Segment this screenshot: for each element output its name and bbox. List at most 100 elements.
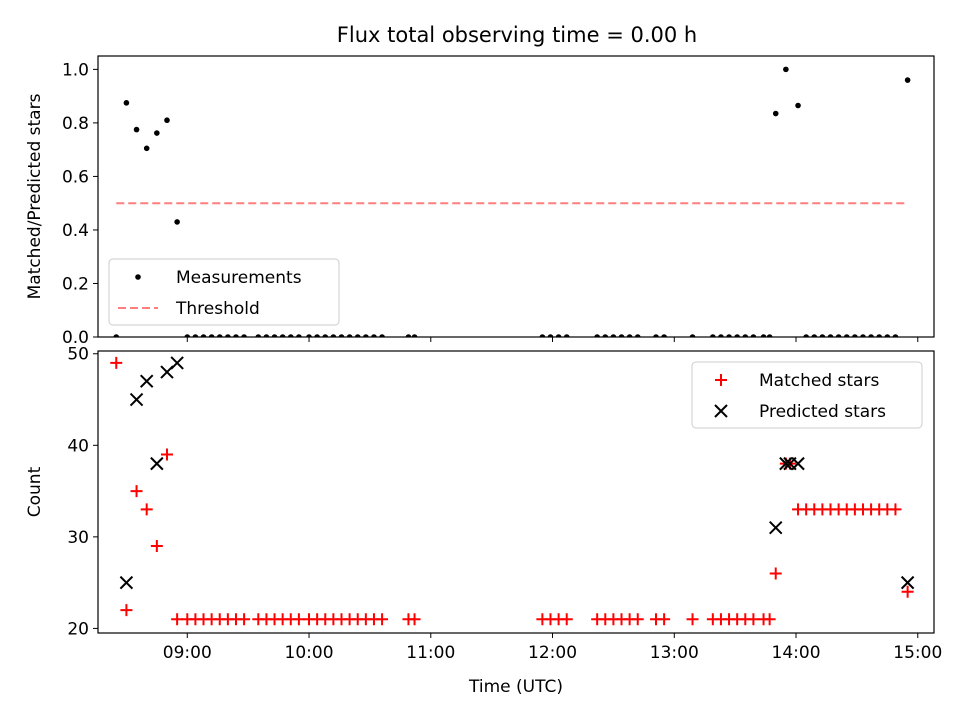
predicted-point (900, 575, 915, 590)
measurement-point (411, 334, 418, 337)
y-tick-label: 0.6 (62, 167, 89, 187)
predicted-point (779, 456, 793, 471)
measurement-point (200, 334, 207, 337)
matched-point (769, 567, 782, 580)
matched-point (120, 604, 133, 617)
measurement-point (346, 334, 353, 337)
measurement-point (904, 77, 911, 83)
matched-point (110, 356, 123, 369)
measurement-point (819, 334, 826, 337)
matched-point (763, 613, 776, 626)
measurement-point (710, 334, 716, 337)
x-tick-label: 12:00 (528, 643, 577, 663)
series-measurements (113, 66, 911, 337)
x-tick-label: 14:00 (772, 643, 821, 663)
legend-label: Threshold (175, 299, 260, 319)
y-axis-label: Count (25, 466, 45, 517)
measurement-point (653, 334, 659, 337)
measurement-point (718, 334, 724, 337)
measurement-point (164, 117, 170, 124)
matched-point (292, 613, 305, 626)
predicted-point (791, 456, 805, 471)
legend-label: Measurements (176, 268, 302, 288)
matched-point (889, 503, 902, 516)
legend-marker (714, 404, 728, 418)
legend-label: Predicted stars (759, 402, 886, 422)
measurement-point (225, 334, 231, 337)
measurement-point (760, 334, 767, 337)
matched-point (658, 613, 671, 626)
y-tick-label: 0.0 (62, 328, 89, 348)
measurement-point (306, 334, 312, 337)
matched-point (238, 613, 251, 626)
predicted-point (170, 356, 184, 370)
measurement-point (241, 334, 247, 337)
predicted-point (150, 456, 164, 471)
predicted-point (129, 392, 144, 407)
measurement-point (766, 334, 773, 337)
legend-box (691, 361, 923, 429)
measurement-point (113, 334, 120, 337)
legend-box (108, 258, 340, 326)
matched-point (171, 613, 184, 626)
measurement-point (884, 334, 891, 337)
matched-point (160, 448, 173, 461)
measurement-point (594, 334, 600, 337)
measurement-point (143, 145, 150, 152)
measurement-point (827, 334, 834, 337)
measurement-point (563, 334, 570, 337)
measurement-point (783, 66, 789, 73)
measurement-point (379, 334, 385, 337)
measurement-point (216, 334, 223, 337)
matched-point (747, 613, 760, 626)
panel-ratio: 0.0 0.2 0.4 0.6 0.8 1.0 Matched/Predicted star… (25, 55, 935, 348)
measurement-point (263, 334, 270, 337)
series-predicted-stars (119, 356, 915, 590)
measurement-point (271, 334, 278, 337)
x-tick-label: 11:00 (406, 643, 455, 663)
y-tick-label: 50 (67, 345, 89, 365)
measurement-point (860, 334, 866, 337)
measurement-point (363, 334, 369, 337)
measurement-point (835, 334, 842, 337)
series-matched-stars (110, 356, 914, 626)
measurement-point (876, 334, 883, 337)
measurement-point (626, 334, 633, 337)
y-tick-label: 20 (67, 619, 89, 639)
matched-point (130, 485, 143, 498)
axes-frame (97, 55, 935, 338)
predicted-point (769, 521, 783, 535)
x-axis-label: Time (UTC) (468, 677, 563, 697)
matched-point (150, 540, 163, 553)
measurement-point (287, 334, 294, 337)
matched-point (560, 613, 573, 626)
measurement-point (314, 334, 320, 337)
predicted-point (139, 374, 154, 388)
plot-area (110, 356, 915, 626)
axes-frame (97, 350, 935, 634)
predicted-point (119, 575, 134, 590)
measurement-point (618, 334, 625, 337)
y-tick-label: 0.4 (62, 221, 89, 241)
measurement-point (734, 334, 740, 337)
measurement-point (795, 102, 801, 109)
y-axis-label: Matched/Predicted stars (25, 93, 45, 299)
measurement-point (868, 334, 874, 337)
measurement-point (634, 334, 641, 337)
measurement-point (255, 334, 262, 337)
measurement-point (661, 334, 667, 337)
measurement-point (184, 334, 191, 337)
y-tick-label: 0.2 (62, 274, 89, 294)
measurement-point (772, 110, 779, 117)
figure-title: Flux total observing time = 0.00 h (337, 23, 697, 47)
legend: Measurements Threshold (108, 258, 340, 326)
measurement-point (547, 334, 554, 337)
measurement-point (133, 126, 140, 133)
measurement-point (405, 334, 412, 337)
y-tick-label: 0.8 (62, 114, 89, 134)
matched-point (376, 613, 389, 626)
measurement-point (726, 334, 732, 337)
measurement-point (174, 219, 180, 225)
